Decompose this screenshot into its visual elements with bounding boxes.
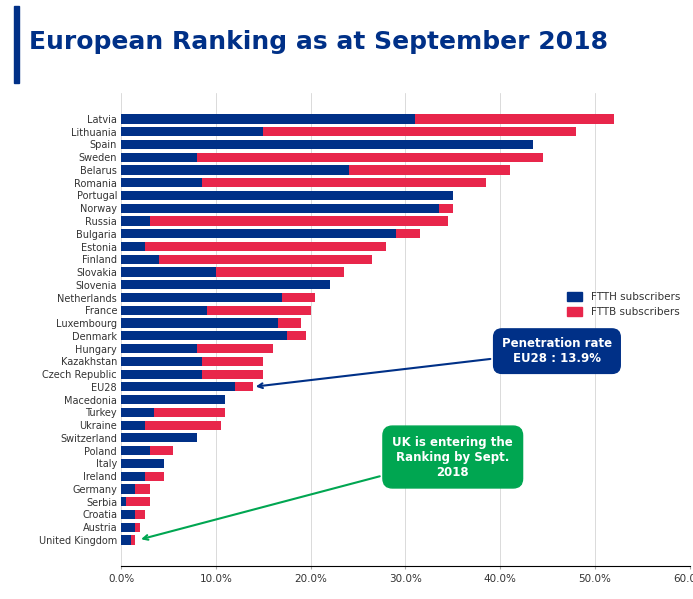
Bar	[121, 344, 197, 353]
Bar	[121, 420, 145, 429]
Bar	[415, 114, 614, 123]
Bar	[121, 395, 225, 404]
Bar	[121, 153, 197, 162]
Bar	[121, 216, 150, 226]
Bar	[121, 280, 330, 289]
Bar	[349, 165, 509, 174]
Bar	[121, 204, 439, 213]
Bar	[14, 6, 19, 83]
Bar	[121, 357, 202, 366]
Bar	[121, 319, 278, 328]
Bar	[150, 446, 173, 455]
Bar	[202, 357, 263, 366]
Bar	[121, 305, 207, 315]
Bar	[121, 408, 155, 417]
Bar	[121, 459, 164, 468]
Bar	[282, 293, 315, 302]
Bar	[121, 522, 135, 532]
Bar	[121, 370, 202, 379]
Bar	[135, 522, 140, 532]
Bar	[278, 319, 301, 328]
Bar	[207, 305, 310, 315]
Bar	[121, 536, 131, 544]
Bar	[121, 255, 159, 264]
Bar	[121, 293, 282, 302]
Bar	[145, 471, 164, 481]
Bar	[121, 485, 135, 494]
Bar	[121, 267, 216, 277]
Legend: FTTH subscribers, FTTB subscribers: FTTH subscribers, FTTB subscribers	[563, 288, 684, 321]
Text: UK is entering the
Ranking by Sept.
2018: UK is entering the Ranking by Sept. 2018	[143, 435, 513, 540]
Bar	[197, 344, 273, 353]
Bar	[121, 382, 235, 392]
Bar	[439, 204, 453, 213]
Bar	[121, 178, 202, 187]
Bar	[216, 267, 344, 277]
Bar	[121, 331, 287, 340]
Bar	[121, 446, 150, 455]
Bar	[263, 127, 576, 137]
Bar	[121, 242, 145, 251]
Bar	[121, 165, 349, 174]
Bar	[145, 420, 220, 429]
Bar	[135, 510, 145, 519]
Bar	[121, 127, 263, 137]
Bar	[121, 140, 534, 149]
Bar	[287, 331, 306, 340]
Bar	[197, 153, 543, 162]
Bar	[126, 497, 150, 506]
Bar	[235, 382, 253, 392]
Bar	[159, 255, 372, 264]
Bar	[202, 178, 486, 187]
Bar	[121, 114, 415, 123]
Bar	[135, 485, 150, 494]
Bar	[155, 408, 225, 417]
Text: Penetration rate
EU28 : 13.9%: Penetration rate EU28 : 13.9%	[258, 337, 612, 388]
Bar	[121, 229, 396, 238]
Bar	[121, 471, 145, 481]
Bar	[131, 536, 135, 544]
Bar	[121, 497, 126, 506]
Bar	[396, 229, 420, 238]
Bar	[121, 433, 197, 443]
Bar	[121, 191, 453, 200]
Text: European Ranking as at September 2018: European Ranking as at September 2018	[29, 30, 608, 54]
Bar	[145, 242, 387, 251]
Bar	[202, 370, 263, 379]
Bar	[121, 510, 135, 519]
Bar	[150, 216, 448, 226]
